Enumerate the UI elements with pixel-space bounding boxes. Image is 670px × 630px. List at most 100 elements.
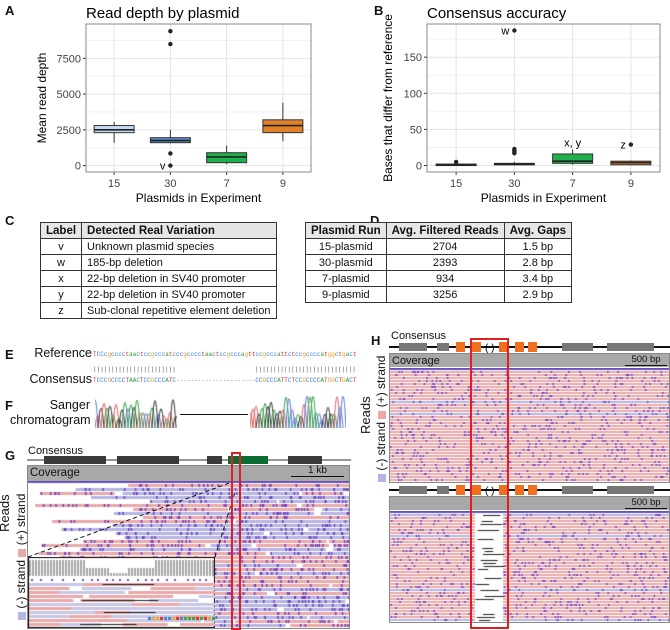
feature-block-orange <box>456 342 465 352</box>
h-coverage-track-top <box>390 354 669 367</box>
base: c <box>143 351 148 358</box>
base: - <box>194 377 198 384</box>
base: c <box>237 351 241 358</box>
minus-strand-swatch <box>17 612 26 620</box>
base: t <box>291 351 296 358</box>
base: C <box>96 351 101 358</box>
base: a <box>345 351 350 358</box>
base: c <box>295 351 299 358</box>
base: - <box>179 377 184 384</box>
base: - <box>244 377 249 384</box>
base: t <box>251 351 256 358</box>
base: - <box>204 377 209 384</box>
y-tick-label: 5000 <box>57 89 81 101</box>
header-plasmid-run: Plasmid Run <box>305 222 387 239</box>
reference-sequence: TCCcgcccctaactccgcccatcccgcccctaactccgcc… <box>93 351 356 358</box>
base: g <box>327 351 332 358</box>
table-row: 9-plasmid 3256 2.9 bp <box>305 286 573 303</box>
feature-block-grey <box>437 343 449 351</box>
g-coverage-track <box>28 466 349 481</box>
base: T <box>284 377 288 384</box>
x-axis-title: Plasmids in Experiment <box>136 191 262 205</box>
feature-block <box>117 456 179 464</box>
header-variation: Detected Real Variation <box>81 222 277 239</box>
base: C <box>121 377 126 384</box>
g-reads-legend: (-) strand (+) strand <box>14 494 28 620</box>
base: A <box>165 377 169 384</box>
gap-bracket: ( ) <box>485 486 494 496</box>
sanger-chromatogram-left <box>95 396 177 428</box>
feature-block <box>44 456 106 464</box>
cell-label: x <box>39 270 83 287</box>
panel-label-d: D <box>370 213 380 228</box>
deletion-line <box>180 414 248 415</box>
cell-gaps: 2.8 bp <box>503 254 573 271</box>
base: T <box>280 377 285 384</box>
base: g <box>342 351 346 358</box>
base: c <box>172 351 177 358</box>
base: a <box>204 351 209 358</box>
base: T <box>291 377 296 384</box>
base: c <box>103 351 108 358</box>
x-tick-label: 7 <box>224 178 230 190</box>
header-avg-gaps: Avg. Gaps <box>503 222 573 239</box>
base: c <box>212 351 216 358</box>
g-coverage-label: Coverage <box>30 467 80 479</box>
base: c <box>273 351 278 358</box>
base: c <box>266 351 270 358</box>
base: t <box>280 351 285 358</box>
base: C <box>111 377 115 384</box>
g-reads-title: Reads <box>0 494 12 532</box>
base: c <box>222 351 227 358</box>
feature-block-orange <box>528 485 537 495</box>
base: A <box>320 377 324 384</box>
y-tick-label: 100 <box>404 88 422 100</box>
consensus-label: Consensus <box>29 372 92 386</box>
h-coverage-track-bottom <box>390 497 669 510</box>
base: t <box>168 351 173 358</box>
plus-strand-swatch <box>17 548 26 557</box>
base: g <box>302 351 306 358</box>
h-reads-title: Reads <box>358 396 373 434</box>
base: a <box>277 351 281 358</box>
y-tick-label: 0 <box>416 161 422 173</box>
feature-block-orange <box>472 342 481 352</box>
base: c <box>190 351 195 358</box>
base: - <box>201 377 205 384</box>
feature-block-orange <box>528 342 537 352</box>
feature-block-grey <box>607 486 654 494</box>
base: t <box>284 351 288 358</box>
plot-border <box>426 23 661 173</box>
base: C <box>298 377 303 384</box>
cell-gaps: 1.5 bp <box>503 238 573 255</box>
cell-label: w <box>39 254 83 271</box>
base: C <box>100 377 104 384</box>
base: t <box>338 351 343 358</box>
outlier-point <box>512 146 517 152</box>
table-row: 30-plasmid 2393 2.8 bp <box>305 254 573 271</box>
base: - <box>237 377 241 384</box>
base: T <box>168 377 173 384</box>
panel-label-e: E <box>5 347 14 362</box>
base: C <box>295 377 299 384</box>
feature-block-green <box>228 456 268 464</box>
base: - <box>226 377 231 384</box>
base: c <box>305 351 310 358</box>
box-7 <box>552 153 594 164</box>
h-consensus-track-top: ( ) <box>389 342 670 353</box>
x-tick-label: 9 <box>628 178 634 190</box>
base: c <box>197 351 202 358</box>
feature-block <box>207 456 222 464</box>
header-avg-reads: Avg. Filtered Reads <box>385 222 505 239</box>
base: - <box>219 377 223 384</box>
plot-panel <box>86 24 311 172</box>
table-row: v Unknown plasmid species <box>39 238 277 255</box>
h-coverage-label: Coverage <box>392 355 440 367</box>
base: G <box>327 377 332 384</box>
base: T <box>352 377 357 384</box>
base: C <box>154 377 158 384</box>
reference-label: Reference <box>34 346 92 360</box>
h-scale-bar-bottom: 500 bp <box>625 497 667 509</box>
outlier-label-w: w <box>500 25 509 37</box>
base: C <box>316 377 321 384</box>
